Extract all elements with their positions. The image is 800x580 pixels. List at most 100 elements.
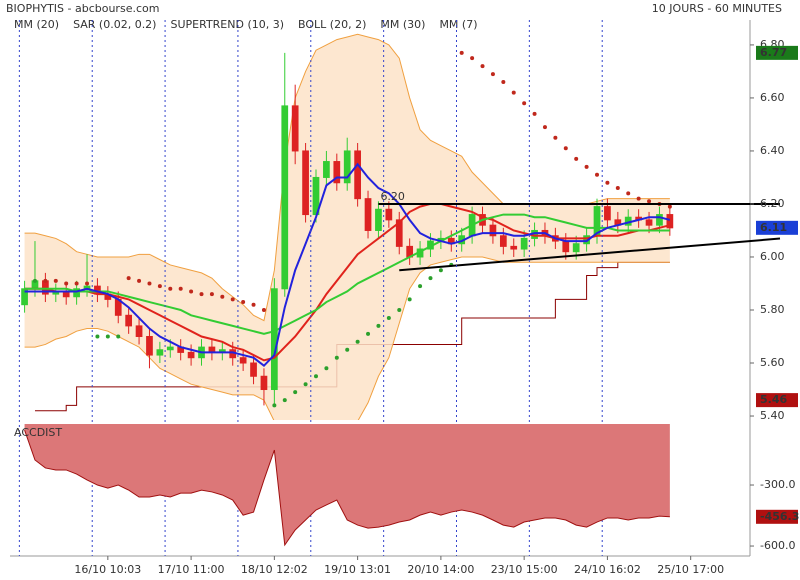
moving-average xyxy=(24,162,671,367)
sar-dot xyxy=(282,398,287,403)
sar-dot xyxy=(470,56,475,61)
candle-body xyxy=(572,243,580,253)
sar-dot xyxy=(209,292,214,297)
candle-body xyxy=(260,375,268,391)
sar-dot xyxy=(501,80,506,85)
chart-title: BIOPHYTIS - abcbourse.com xyxy=(6,2,159,15)
sar-dot xyxy=(574,156,579,161)
candle-body xyxy=(281,105,289,290)
sar-dot xyxy=(636,196,641,201)
price-marker xyxy=(756,393,798,408)
y-tick-label: 6.60 xyxy=(760,91,785,104)
legend-entry: BOLL (20, 2) xyxy=(298,18,366,31)
sar-dot xyxy=(105,334,110,339)
legend-entry: SAR (0.02, 0.2) xyxy=(73,18,156,31)
sar-dot xyxy=(532,111,537,116)
legend-entry: MM (30) xyxy=(380,18,425,31)
sar-dot xyxy=(74,281,79,286)
candle-body xyxy=(385,208,393,221)
sar-dot xyxy=(459,50,464,55)
sar-dot xyxy=(522,101,527,106)
candle-body xyxy=(343,150,351,184)
candle-body xyxy=(354,150,361,200)
sar-dot xyxy=(345,347,350,352)
sar-dot xyxy=(157,284,162,289)
chart-subtitle: 10 JOURS - 60 MINUTES xyxy=(652,2,782,15)
x-tick-label: 23/10 15:00 xyxy=(491,563,558,576)
price-marker-label: 5.46 xyxy=(760,393,787,406)
sar-dot xyxy=(626,191,631,196)
x-tick-label: 16/10 10:03 xyxy=(74,563,141,576)
candle-body xyxy=(364,198,372,231)
sar-dot xyxy=(272,403,277,408)
y-tick-label: 6.20 xyxy=(760,197,785,210)
sar-dot xyxy=(438,268,443,273)
sar-dot xyxy=(667,204,672,209)
bollinger-lower xyxy=(24,256,670,420)
candle-body xyxy=(302,150,309,216)
sar-dot xyxy=(418,284,423,289)
sar-dot xyxy=(199,292,204,297)
sar-dot xyxy=(261,307,266,312)
sar-dot xyxy=(407,297,412,302)
sar-dot xyxy=(605,180,610,185)
sar-dot xyxy=(490,72,495,77)
candle-body xyxy=(489,224,497,237)
trend-line xyxy=(399,237,781,272)
accdist-area xyxy=(24,424,670,546)
sar-dot xyxy=(95,334,100,339)
sar-dot xyxy=(428,276,433,281)
price-marker xyxy=(756,220,798,235)
moving-average xyxy=(24,213,670,335)
legend-entry: MM (7) xyxy=(439,18,477,31)
sar-dot xyxy=(230,297,235,302)
sar-dot xyxy=(615,186,620,191)
sar-dot xyxy=(241,300,246,305)
y-tick-label: 6.00 xyxy=(760,250,785,263)
sar-dot xyxy=(220,294,225,299)
candle-body xyxy=(156,349,164,356)
candle-body xyxy=(323,161,330,178)
candle-body xyxy=(666,214,674,229)
candle-body xyxy=(520,237,528,250)
y-tick-label: 5.60 xyxy=(760,356,785,369)
candle-body xyxy=(645,219,653,226)
sar-dot xyxy=(511,90,516,95)
annotation-label: 6.20 xyxy=(380,190,405,203)
candle-body xyxy=(135,325,143,338)
y-tick-label: -600.0 xyxy=(760,539,795,552)
sar-dot xyxy=(168,286,173,291)
candle-body xyxy=(239,357,247,364)
accdist-line xyxy=(24,429,670,547)
x-tick-label: 19/10 13:01 xyxy=(324,563,391,576)
legend-entry: SUPERTREND (10, 3) xyxy=(170,18,284,31)
sar-dot xyxy=(647,199,652,204)
sar-dot xyxy=(355,339,360,344)
y-tick-label: -300.0 xyxy=(760,478,795,491)
sar-dot xyxy=(303,382,308,387)
sar-dot xyxy=(116,334,121,339)
price-marker-label: 6.77 xyxy=(760,46,787,59)
candle-body xyxy=(656,214,663,226)
sar-dot xyxy=(137,278,142,283)
moving-average xyxy=(24,202,671,362)
sar-dot xyxy=(178,286,183,291)
sar-dot xyxy=(584,164,589,169)
sar-dot xyxy=(189,289,194,294)
candle-body xyxy=(166,346,174,351)
price-marker xyxy=(756,45,798,60)
x-tick-label: 17/10 11:00 xyxy=(158,563,225,576)
sar-dot xyxy=(595,172,600,177)
candle-body xyxy=(395,219,403,247)
sar-dot xyxy=(334,355,339,360)
bollinger-fill xyxy=(24,34,670,420)
sar-dot xyxy=(376,323,381,328)
overlay: 6.20 xyxy=(378,190,781,272)
sar-dot xyxy=(53,278,58,283)
sar-dot xyxy=(32,278,37,283)
sar-dot xyxy=(64,281,69,286)
candle-body xyxy=(375,208,382,231)
sar-dot xyxy=(293,390,298,395)
price-marker xyxy=(756,509,798,524)
